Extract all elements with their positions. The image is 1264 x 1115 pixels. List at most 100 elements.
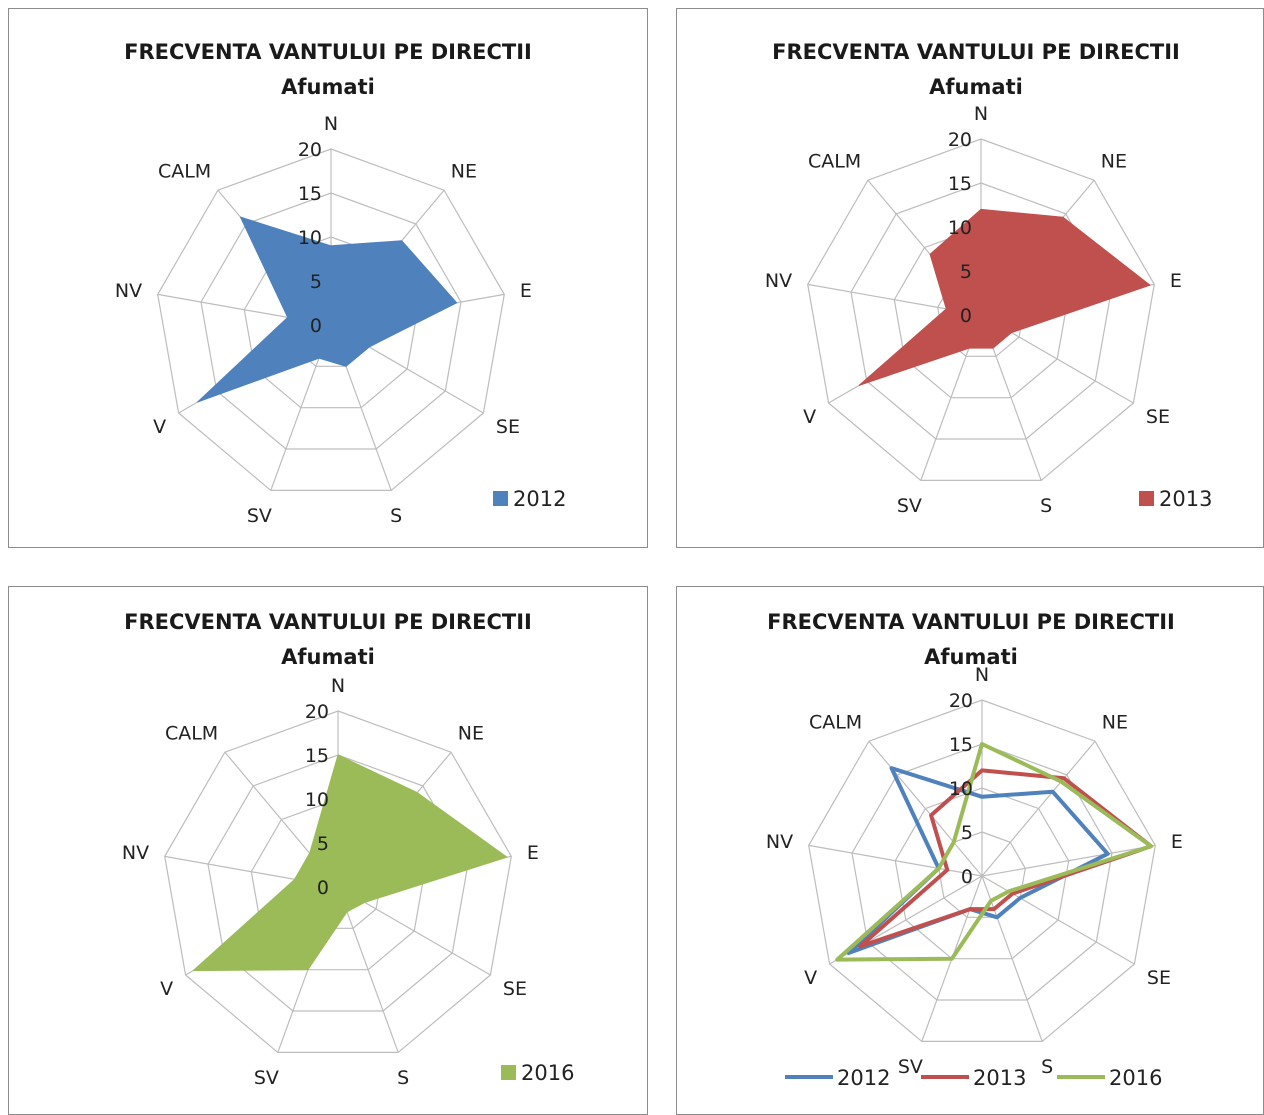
axis-label-se: SE (503, 978, 527, 1000)
chart-panel-combined: FRECVENTA VANTULUI PE DIRECTII Afumati 0… (676, 586, 1264, 1115)
grid-ring-20 (164, 710, 512, 1053)
axis-label-e: E (1171, 831, 1183, 853)
tick-label-10: 10 (948, 217, 972, 239)
legend-label-2013: 2013 (1159, 487, 1212, 511)
radar-chart-2012: FRECVENTA VANTULUI PE DIRECTII Afumati 0… (115, 40, 567, 527)
tick-label-10: 10 (305, 789, 329, 811)
spoke-calm (868, 740, 983, 877)
spoke-s (981, 875, 1043, 1042)
axis-label-ne: NE (458, 722, 484, 744)
legend-label-2013: 2013 (973, 1066, 1026, 1090)
chart-subtitle: Afumati (281, 645, 375, 669)
chart-subtitle: Afumati (281, 75, 375, 99)
axis-label-ne: NE (1102, 711, 1128, 733)
legend-swatch-2013 (1139, 491, 1154, 506)
series-2016 (192, 754, 508, 972)
tick-label-5: 5 (960, 261, 972, 283)
grid-ring-15 (200, 192, 462, 450)
tick-label-20: 20 (948, 129, 972, 151)
axis-label-e: E (1170, 270, 1182, 292)
legend-label-2012: 2012 (837, 1066, 890, 1090)
axis-label-calm: CALM (165, 722, 218, 744)
chart-panel-2012: FRECVENTA VANTULUI PE DIRECTII Afumati 0… (8, 8, 648, 548)
chart-title: FRECVENTA VANTULUI PE DIRECTII (124, 610, 532, 634)
spoke-ne (981, 740, 1096, 877)
axis-label-se: SE (496, 416, 520, 438)
legend-label-2012: 2012 (513, 487, 566, 511)
grid-ring-15 (851, 743, 1113, 1001)
axis-label-n: N (331, 675, 345, 697)
axis-label-s: S (397, 1067, 409, 1089)
tick-label-15: 15 (948, 173, 972, 195)
axis-label-sv: SV (247, 505, 272, 527)
tick-label-20: 20 (298, 139, 322, 161)
tick-label-20: 20 (305, 701, 329, 723)
legend-swatch-2016 (501, 1065, 516, 1080)
tick-label-0: 0 (310, 315, 322, 337)
tick-label-10: 10 (949, 778, 973, 800)
axis-label-n: N (974, 103, 988, 125)
radar-chart-2013: FRECVENTA VANTULUI PE DIRECTII Afumati 0… (765, 40, 1213, 517)
tick-label-20: 20 (949, 690, 973, 712)
axis-label-calm: CALM (158, 160, 211, 182)
tick-label-0: 0 (317, 877, 329, 899)
axis-label-ne: NE (1101, 150, 1127, 172)
chart-title: FRECVENTA VANTULUI PE DIRECTII (772, 40, 1180, 64)
axis-label-nv: NV (765, 270, 792, 292)
legend-swatch-2012 (493, 491, 508, 506)
axis-label-ne: NE (451, 160, 477, 182)
axis-label-nv: NV (122, 842, 149, 864)
axis-label-sv: SV (897, 495, 922, 517)
axis-label-nv: NV (766, 831, 793, 853)
tick-label-15: 15 (949, 734, 973, 756)
chart-title: FRECVENTA VANTULUI PE DIRECTII (767, 610, 1175, 634)
axis-label-s: S (1040, 495, 1052, 517)
axis-label-nv: NV (115, 280, 142, 302)
radar-chart-2016: FRECVENTA VANTULUI PE DIRECTII Afumati 0… (122, 610, 575, 1089)
spoke-e (981, 844, 1156, 877)
grid-ring-20 (157, 148, 505, 491)
tick-label-15: 15 (298, 183, 322, 205)
spoke-se (981, 875, 1135, 965)
grid-ring-20 (808, 699, 1156, 1042)
tick-label-0: 0 (961, 866, 973, 888)
radar-chart-combined: FRECVENTA VANTULUI PE DIRECTII Afumati 0… (766, 610, 1183, 1090)
axis-label-s: S (390, 505, 402, 527)
series-2016 (835, 742, 1153, 962)
axis-label-n: N (975, 664, 989, 686)
tick-label-5: 5 (961, 822, 973, 844)
axis-label-e: E (527, 842, 539, 864)
chart-subtitle: Afumati (929, 75, 1023, 99)
spoke-nv (808, 844, 983, 877)
tick-label-10: 10 (298, 227, 322, 249)
grid-ring-10 (894, 787, 1070, 960)
tick-label-5: 5 (317, 833, 329, 855)
axis-label-se: SE (1146, 406, 1170, 428)
legend-label-2016: 2016 (1109, 1066, 1162, 1090)
axis-label-v: V (153, 416, 166, 438)
axis-label-v: V (803, 406, 816, 428)
series-2012 (197, 216, 458, 403)
axis-label-v: V (160, 978, 173, 1000)
series-2013 (858, 768, 1153, 949)
chart-panel-2013: FRECVENTA VANTULUI PE DIRECTII Afumati 0… (676, 8, 1264, 548)
grid-ring-20 (807, 138, 1155, 481)
chart-title: FRECVENTA VANTULUI PE DIRECTII (124, 40, 532, 64)
axis-label-sv: SV (898, 1056, 923, 1078)
tick-label-5: 5 (310, 271, 322, 293)
tick-label-15: 15 (305, 745, 329, 767)
legend-label-2016: 2016 (521, 1061, 574, 1085)
series-2013 (858, 208, 1151, 386)
axis-label-n: N (324, 113, 338, 135)
spoke-s (337, 886, 399, 1053)
axis-label-calm: CALM (808, 150, 861, 172)
axis-label-calm: CALM (809, 711, 862, 733)
tick-label-0: 0 (960, 305, 972, 327)
chart-panel-2016: FRECVENTA VANTULUI PE DIRECTII Afumati 0… (8, 586, 648, 1115)
axis-label-e: E (520, 280, 532, 302)
axis-label-s: S (1041, 1056, 1053, 1078)
axis-label-sv: SV (254, 1067, 279, 1089)
axis-label-se: SE (1147, 967, 1171, 989)
axis-label-v: V (804, 967, 817, 989)
chart-subtitle: Afumati (924, 645, 1018, 669)
